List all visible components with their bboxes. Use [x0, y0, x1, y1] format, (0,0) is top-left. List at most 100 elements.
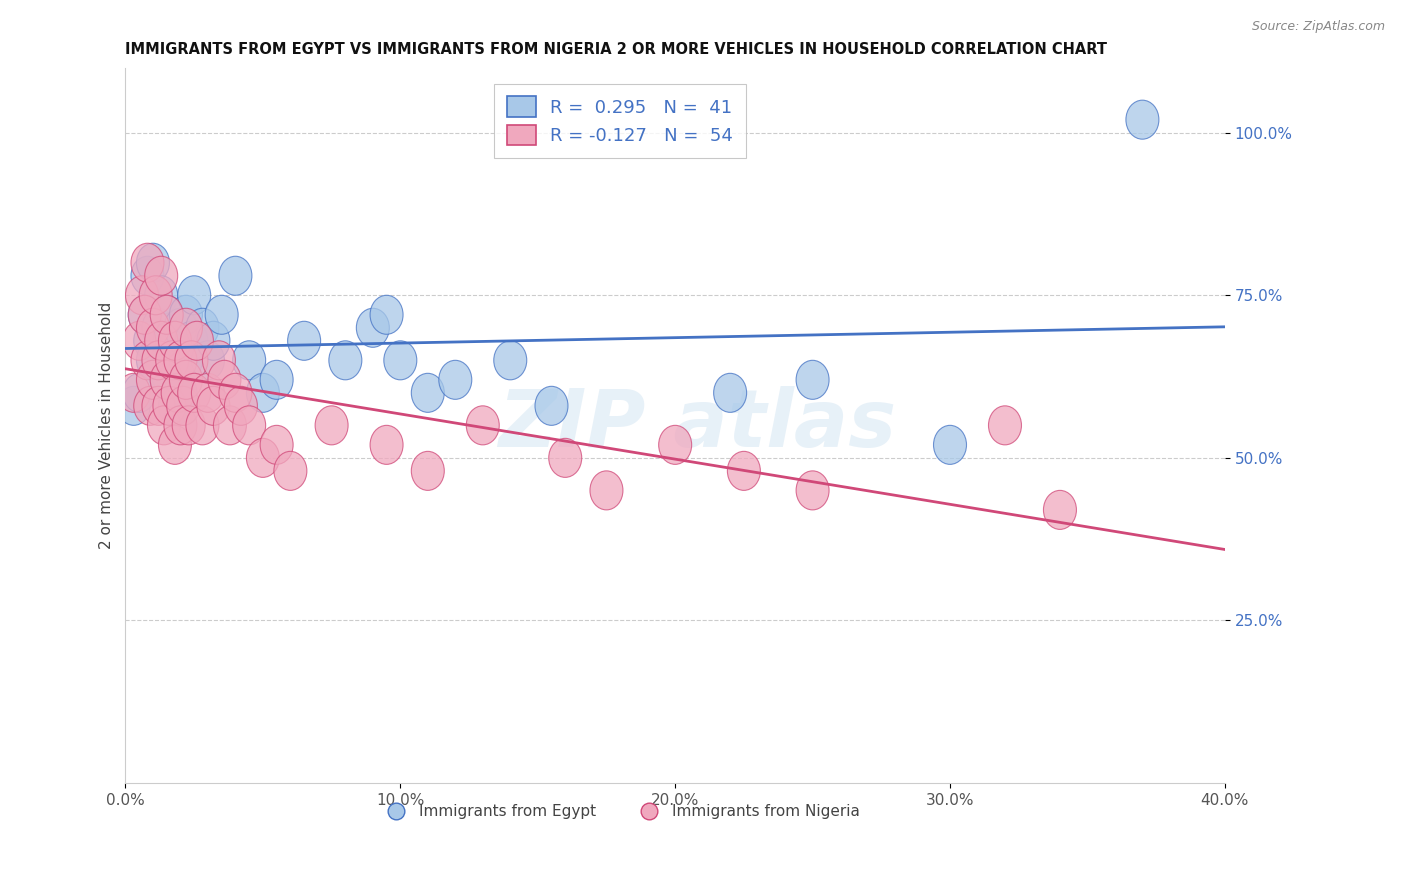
Ellipse shape [232, 406, 266, 445]
Ellipse shape [148, 406, 180, 445]
Ellipse shape [172, 406, 205, 445]
Ellipse shape [412, 451, 444, 491]
Ellipse shape [150, 295, 183, 334]
Ellipse shape [288, 321, 321, 360]
Ellipse shape [260, 425, 292, 465]
Ellipse shape [153, 386, 186, 425]
Ellipse shape [136, 360, 170, 400]
Ellipse shape [370, 425, 404, 465]
Ellipse shape [219, 374, 252, 412]
Ellipse shape [159, 386, 191, 425]
Ellipse shape [197, 386, 231, 425]
Ellipse shape [159, 341, 191, 380]
Text: ZIP atlas: ZIP atlas [498, 386, 896, 465]
Ellipse shape [142, 309, 174, 347]
Ellipse shape [246, 374, 280, 412]
Ellipse shape [205, 295, 238, 334]
Ellipse shape [174, 341, 208, 380]
Ellipse shape [131, 244, 165, 282]
Ellipse shape [177, 374, 211, 412]
Ellipse shape [186, 406, 219, 445]
Ellipse shape [658, 425, 692, 465]
Ellipse shape [122, 321, 156, 360]
Ellipse shape [439, 360, 472, 400]
Ellipse shape [156, 341, 188, 380]
Ellipse shape [142, 386, 174, 425]
Ellipse shape [796, 471, 830, 510]
Ellipse shape [142, 341, 174, 380]
Ellipse shape [232, 341, 266, 380]
Ellipse shape [191, 341, 225, 380]
Ellipse shape [136, 341, 170, 380]
Ellipse shape [165, 374, 197, 412]
Ellipse shape [150, 360, 183, 400]
Ellipse shape [153, 321, 186, 360]
Ellipse shape [727, 451, 761, 491]
Ellipse shape [356, 309, 389, 347]
Ellipse shape [225, 386, 257, 425]
Ellipse shape [159, 321, 191, 360]
Ellipse shape [145, 256, 177, 295]
Ellipse shape [202, 341, 235, 380]
Ellipse shape [591, 471, 623, 510]
Ellipse shape [128, 295, 162, 334]
Ellipse shape [117, 374, 150, 412]
Ellipse shape [167, 386, 200, 425]
Ellipse shape [274, 451, 307, 491]
Text: Source: ZipAtlas.com: Source: ZipAtlas.com [1251, 20, 1385, 33]
Ellipse shape [131, 256, 165, 295]
Ellipse shape [494, 341, 527, 380]
Text: IMMIGRANTS FROM EGYPT VS IMMIGRANTS FROM NIGERIA 2 OR MORE VEHICLES IN HOUSEHOLD: IMMIGRANTS FROM EGYPT VS IMMIGRANTS FROM… [125, 42, 1108, 57]
Ellipse shape [536, 386, 568, 425]
Ellipse shape [159, 425, 191, 465]
Ellipse shape [186, 309, 219, 347]
Legend: Immigrants from Egypt, Immigrants from Nigeria: Immigrants from Egypt, Immigrants from N… [374, 798, 866, 825]
Ellipse shape [467, 406, 499, 445]
Ellipse shape [136, 309, 170, 347]
Ellipse shape [128, 295, 162, 334]
Ellipse shape [315, 406, 349, 445]
Ellipse shape [208, 360, 240, 400]
Ellipse shape [150, 295, 183, 334]
Ellipse shape [197, 321, 231, 360]
Ellipse shape [150, 360, 183, 400]
Ellipse shape [384, 341, 416, 380]
Ellipse shape [177, 276, 211, 315]
Ellipse shape [1043, 491, 1077, 529]
Ellipse shape [162, 374, 194, 412]
Ellipse shape [191, 374, 225, 412]
Ellipse shape [170, 341, 202, 380]
Ellipse shape [134, 386, 167, 425]
Ellipse shape [214, 406, 246, 445]
Ellipse shape [548, 438, 582, 477]
Ellipse shape [988, 406, 1022, 445]
Ellipse shape [412, 374, 444, 412]
Ellipse shape [139, 276, 172, 315]
Ellipse shape [131, 341, 165, 380]
Ellipse shape [246, 438, 280, 477]
Ellipse shape [260, 360, 292, 400]
Ellipse shape [1126, 100, 1159, 139]
Ellipse shape [714, 374, 747, 412]
Ellipse shape [165, 406, 197, 445]
Ellipse shape [174, 321, 208, 360]
Ellipse shape [219, 256, 252, 295]
Ellipse shape [165, 309, 197, 347]
Ellipse shape [145, 276, 177, 315]
Ellipse shape [170, 360, 202, 400]
Ellipse shape [117, 386, 150, 425]
Ellipse shape [370, 295, 404, 334]
Ellipse shape [170, 309, 202, 347]
Ellipse shape [180, 321, 214, 360]
Ellipse shape [934, 425, 966, 465]
Y-axis label: 2 or more Vehicles in Household: 2 or more Vehicles in Household [100, 301, 114, 549]
Ellipse shape [165, 341, 197, 380]
Ellipse shape [145, 321, 177, 360]
Ellipse shape [136, 244, 170, 282]
Ellipse shape [329, 341, 361, 380]
Ellipse shape [170, 295, 202, 334]
Ellipse shape [796, 360, 830, 400]
Ellipse shape [125, 276, 159, 315]
Ellipse shape [134, 321, 167, 360]
Ellipse shape [122, 374, 156, 412]
